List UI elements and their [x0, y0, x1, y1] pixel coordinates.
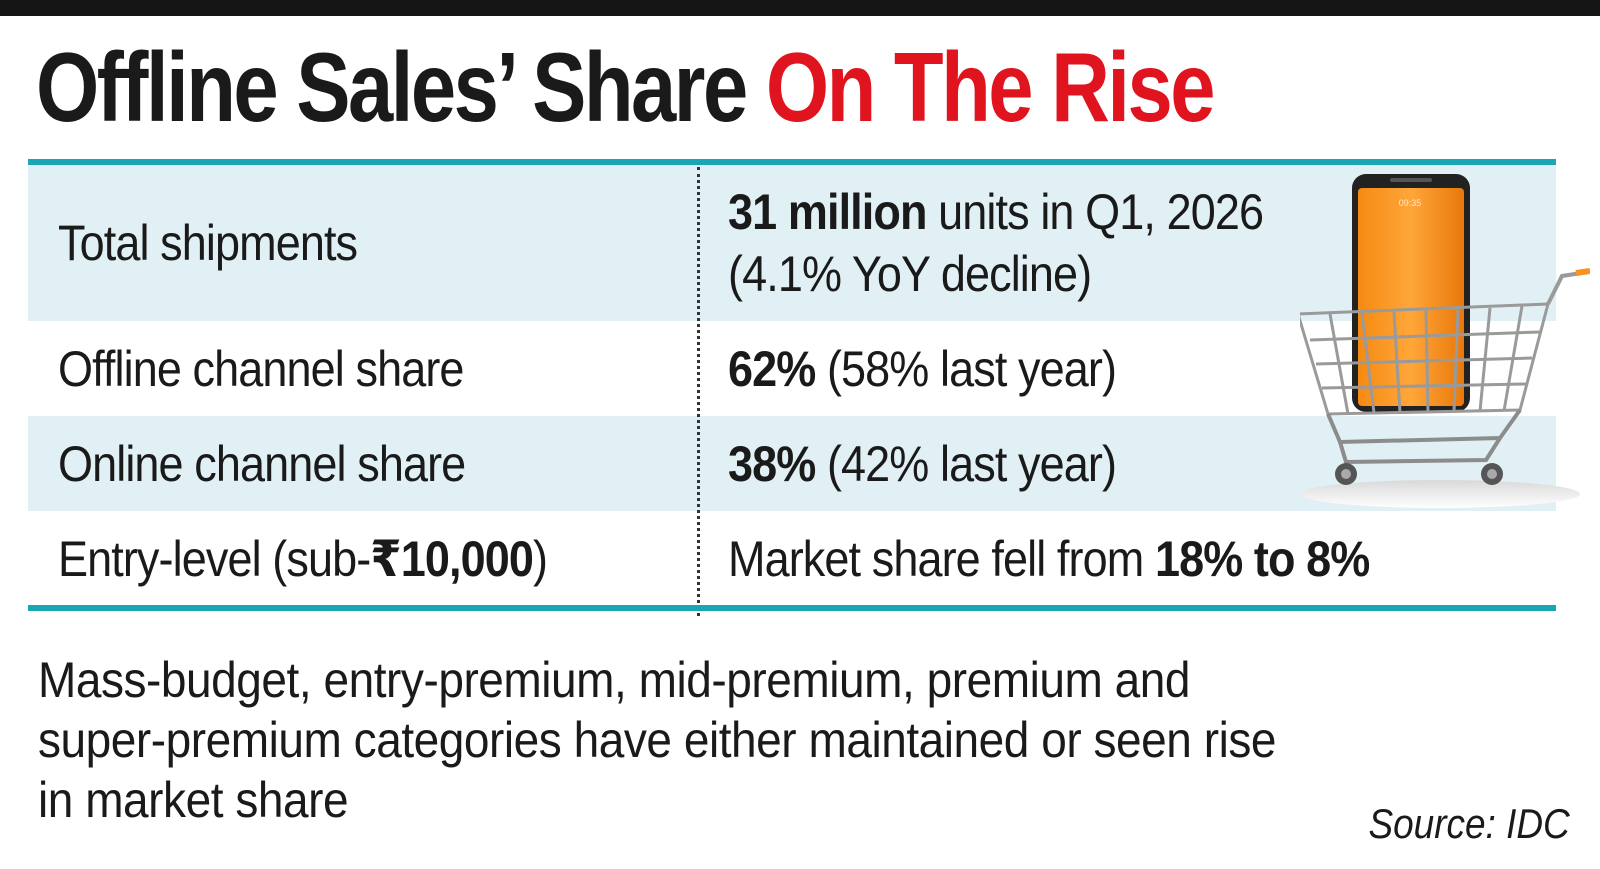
value-rest-offline-share: (58% last year) [815, 341, 1117, 397]
headline-part-2: On The Rise [765, 32, 1216, 142]
table-row-offline-share: Offline channel share 62% (58% last year… [28, 321, 1556, 416]
value-rest-total-shipments: units in Q1, 2026 [926, 184, 1264, 240]
footnote-line-3: in market share [38, 772, 349, 828]
row-label-offline-share: Offline channel share [58, 341, 464, 397]
table-row-total-shipments: Total shipments 31 million units in Q1, … [28, 165, 1556, 321]
value-bold-online-share: 38% [728, 436, 816, 492]
table-bottom-rule [28, 605, 1556, 611]
row-value-online-share: 38% (42% last year) [728, 433, 1117, 495]
footnote-line-2: super-premium categories have either mai… [38, 712, 1277, 768]
value-bold-offline-share: 62% [728, 341, 816, 397]
footnote-line-1: Mass-budget, entry-premium, mid-premium,… [38, 652, 1191, 708]
row-value-total-shipments: 31 million units in Q1, 2026 (4.1% YoY d… [728, 181, 1264, 305]
row-value-entry-level: Market share fell from 18% to 8% [728, 528, 1370, 590]
headline: Offline Sales’ Share On The Rise [36, 32, 1216, 142]
value-rest-online-share: (42% last year) [815, 436, 1117, 492]
value-bold-total-shipments: 31 million [728, 184, 927, 240]
smartphone-in-shopping-cart-icon: 09:35 [1300, 174, 1590, 508]
label-end-entry-level: ) [532, 531, 548, 587]
value-plain-entry-level: Market share fell from [728, 531, 1155, 587]
table-top-rule [28, 159, 1556, 165]
row-label-entry-level: Entry-level (sub-₹10,000) [58, 529, 548, 589]
column-divider [697, 167, 700, 616]
table-row-entry-level: Entry-level (sub-₹10,000) Market share f… [28, 511, 1556, 605]
source-credit: Source: IDC [1368, 800, 1570, 847]
row-label-total-shipments: Total shipments [58, 215, 358, 271]
value-bold-entry-level: 18% to 8% [1154, 531, 1370, 587]
footnote: Mass-budget, entry-premium, mid-premium,… [38, 650, 1538, 830]
phone-clock: 09:35 [1399, 198, 1422, 208]
label-plain-entry-level: Entry-level (sub- [58, 531, 371, 587]
label-bold-entry-level: ₹10,000 [370, 531, 534, 587]
value-line2-total-shipments: (4.1% YoY decline) [728, 246, 1092, 302]
row-value-offline-share: 62% (58% last year) [728, 338, 1117, 400]
headline-part-1: Offline Sales’ Share [36, 32, 748, 142]
row-label-online-share: Online channel share [58, 436, 466, 492]
